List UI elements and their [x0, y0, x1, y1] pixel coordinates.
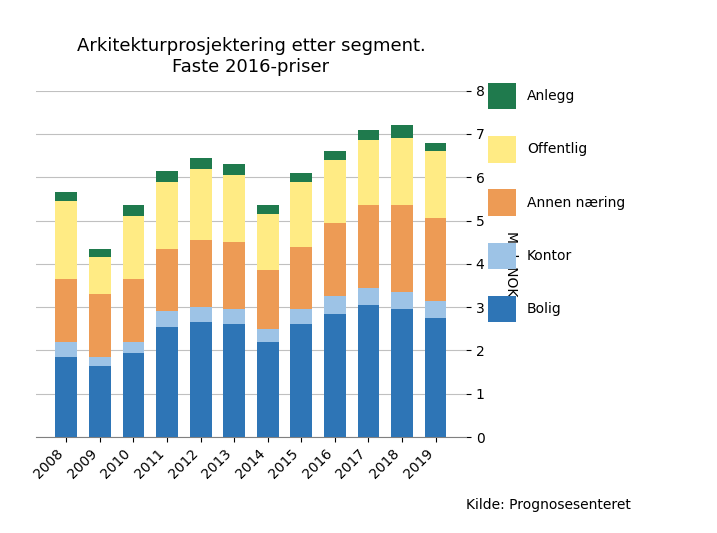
Bar [89, 294, 111, 357]
Bar [55, 192, 77, 201]
Bar [55, 279, 77, 342]
Bar [358, 205, 379, 288]
Bar [358, 140, 379, 205]
Bar [257, 270, 279, 329]
Bar [223, 175, 245, 242]
Bar [290, 182, 312, 246]
Bar [424, 318, 447, 437]
Text: Bolig: Bolig [527, 302, 561, 316]
Bar [358, 130, 379, 140]
Bar [156, 171, 178, 182]
Bar [223, 309, 245, 325]
Bar [358, 305, 379, 437]
Bar [123, 216, 144, 279]
Bar [123, 342, 144, 353]
Bar [290, 246, 312, 309]
Bar [257, 214, 279, 270]
Bar [55, 342, 77, 357]
Bar [424, 219, 447, 301]
Bar [190, 240, 212, 307]
Text: Kontor: Kontor [527, 249, 572, 263]
Bar [424, 151, 447, 219]
Bar [324, 223, 346, 296]
Bar [324, 313, 346, 437]
Bar [424, 142, 447, 151]
Bar [257, 205, 279, 214]
Bar [223, 164, 245, 175]
Bar [89, 366, 111, 437]
Bar [89, 357, 111, 366]
Bar [324, 296, 346, 313]
Bar [290, 325, 312, 437]
Bar [290, 309, 312, 325]
Bar [223, 325, 245, 437]
Bar [424, 301, 447, 318]
Bar [55, 357, 77, 437]
Bar [156, 182, 178, 249]
Bar [190, 307, 212, 322]
Text: Anlegg: Anlegg [527, 89, 575, 103]
Bar [123, 205, 144, 216]
Bar [257, 342, 279, 437]
Bar [89, 257, 111, 294]
Bar [223, 242, 245, 309]
Bar [156, 249, 178, 311]
Bar [123, 279, 144, 342]
Bar [89, 249, 111, 257]
Bar [257, 329, 279, 342]
Bar [391, 125, 413, 138]
Bar [190, 158, 212, 168]
Text: Offentlig: Offentlig [527, 142, 587, 156]
Bar [324, 151, 346, 160]
Bar [190, 168, 212, 240]
Bar [55, 201, 77, 279]
Bar [156, 311, 178, 327]
Bar [190, 322, 212, 437]
Text: Arkitekturprosjektering etter segment.
Faste 2016-priser: Arkitekturprosjektering etter segment. F… [77, 37, 425, 76]
Bar [324, 160, 346, 223]
Text: Kilde: Prognosesenteret: Kilde: Prognosesenteret [466, 498, 631, 512]
Bar [391, 309, 413, 437]
Bar [156, 327, 178, 437]
Y-axis label: Mrd. NOK: Mrd. NOK [504, 231, 518, 296]
Bar [290, 173, 312, 182]
Bar [358, 288, 379, 305]
Text: Annen næring: Annen næring [527, 196, 625, 209]
Bar [391, 205, 413, 292]
Bar [391, 292, 413, 309]
Bar [391, 138, 413, 205]
Bar [123, 353, 144, 437]
